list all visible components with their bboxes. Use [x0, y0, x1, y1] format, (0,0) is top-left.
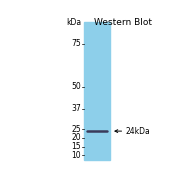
Bar — [84, 22, 110, 160]
Text: 10: 10 — [71, 150, 81, 159]
Text: Western Blot: Western Blot — [94, 18, 152, 27]
Text: 20: 20 — [71, 133, 81, 142]
Text: 37: 37 — [71, 104, 81, 113]
Text: kDa: kDa — [66, 18, 81, 27]
Text: 50: 50 — [71, 82, 81, 91]
Text: 75: 75 — [71, 39, 81, 48]
Text: 24kDa: 24kDa — [126, 127, 150, 136]
Text: 15: 15 — [71, 142, 81, 151]
Text: 25: 25 — [71, 125, 81, 134]
